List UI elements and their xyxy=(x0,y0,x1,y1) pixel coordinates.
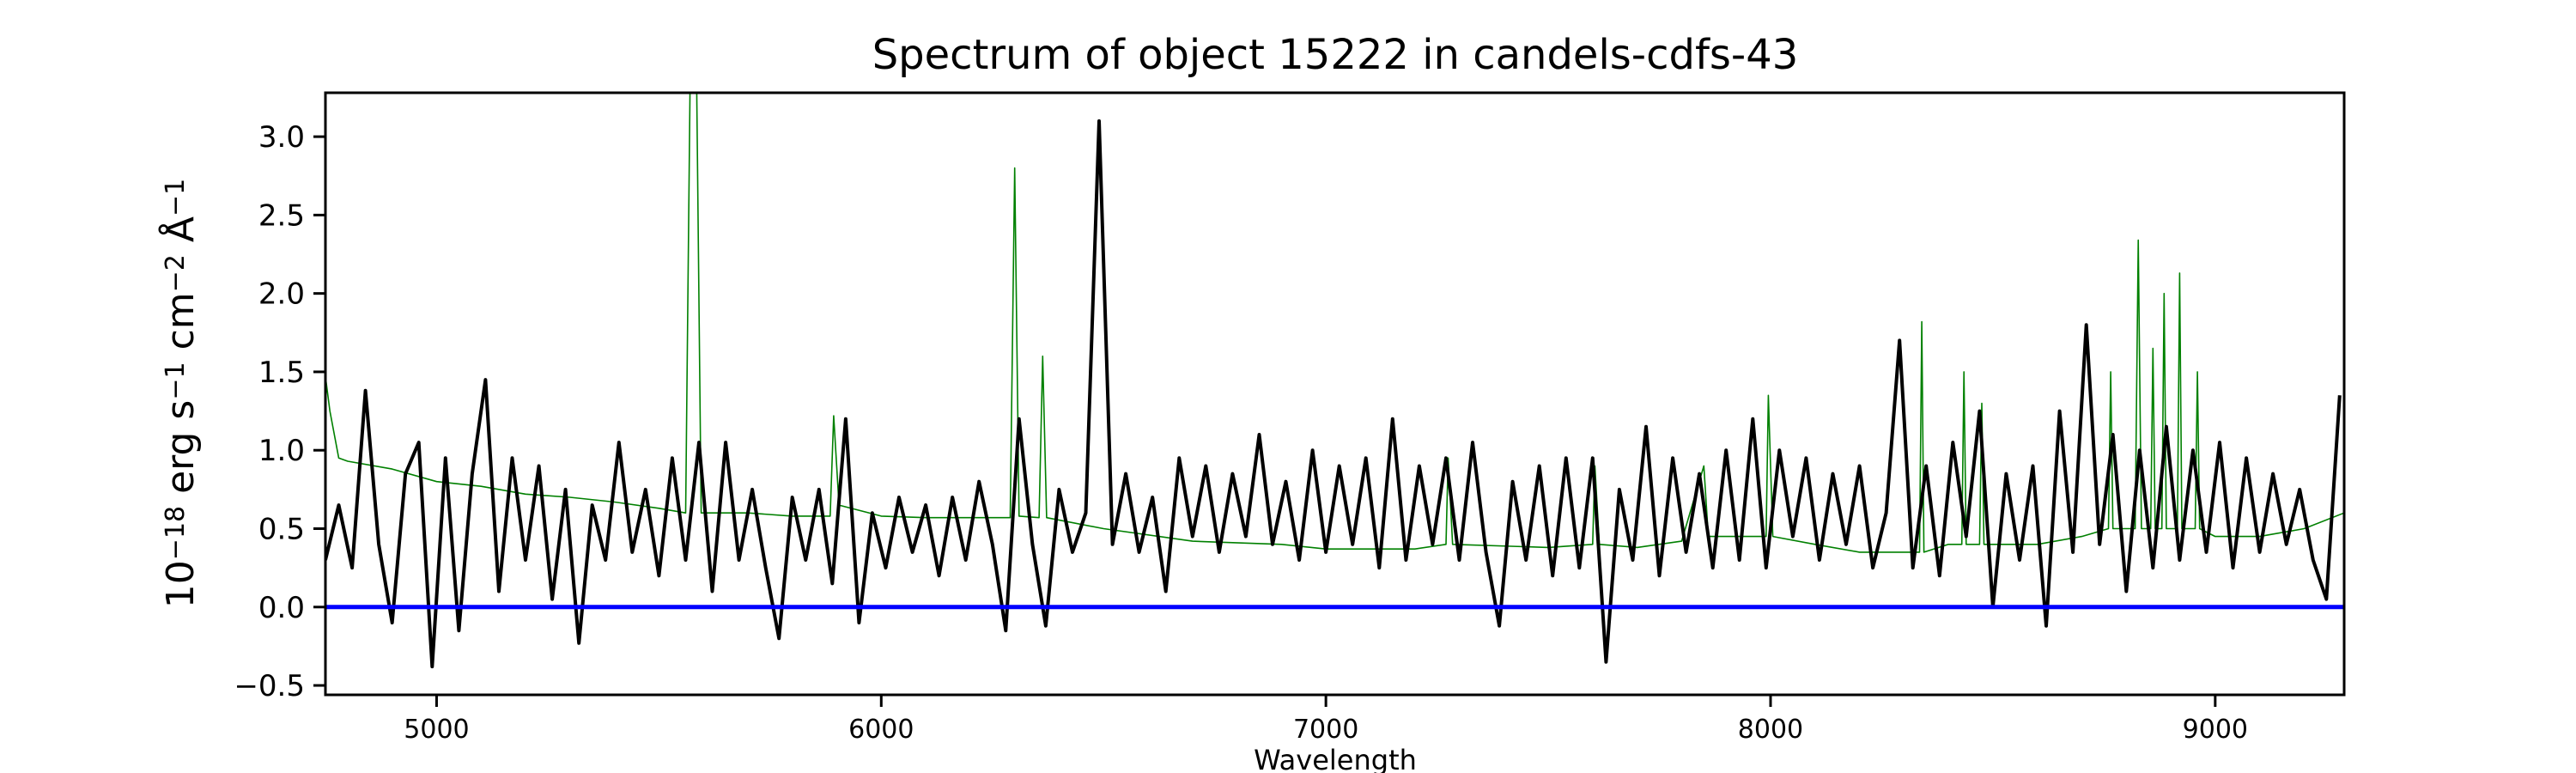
y-label-exponent: −18 xyxy=(161,506,191,560)
x-axis-label: Wavelength xyxy=(1254,744,1417,773)
y-tick-label: −0.5 xyxy=(234,669,305,703)
chart-title: Spectrum of object 15222 in candels-cdfs… xyxy=(872,31,1799,79)
x-tick-label: 7000 xyxy=(1293,715,1358,745)
flux-spectrum-line xyxy=(325,119,2342,669)
plot-frame xyxy=(324,91,2346,697)
y-label-exponent: −2 xyxy=(161,254,191,292)
y-tick-label: 3.0 xyxy=(258,120,305,155)
y-tick-label: 2.5 xyxy=(258,198,305,233)
y-tick-label: 1.5 xyxy=(258,356,305,390)
y-label-exponent: −1 xyxy=(161,179,191,216)
x-tick-label: 9000 xyxy=(2183,715,2248,745)
y-label-text: 10 xyxy=(159,560,203,608)
y-tick-label: 0.0 xyxy=(258,591,305,625)
error-spectrum-line xyxy=(325,93,2344,553)
x-tick-label: 8000 xyxy=(1738,715,1803,745)
y-label-text: Å xyxy=(157,216,203,254)
y-tick-label: 0.5 xyxy=(258,512,305,546)
y-tick-label: 2.0 xyxy=(258,277,305,312)
y-axis-label: 10−18 erg s−1 cm−2 Å−1 xyxy=(157,179,203,608)
x-tick-label: 5000 xyxy=(404,715,469,745)
svg-text:10−18 erg s−1 cm−2 Å−1: 10−18 erg s−1 cm−2 Å−1 xyxy=(157,179,203,608)
y-label-exponent: −1 xyxy=(161,362,191,399)
x-tick-label: 6000 xyxy=(848,715,914,745)
y-label-text: erg s xyxy=(159,400,203,506)
y-tick-label: 1.0 xyxy=(258,434,305,468)
y-label-text: cm xyxy=(159,292,203,362)
